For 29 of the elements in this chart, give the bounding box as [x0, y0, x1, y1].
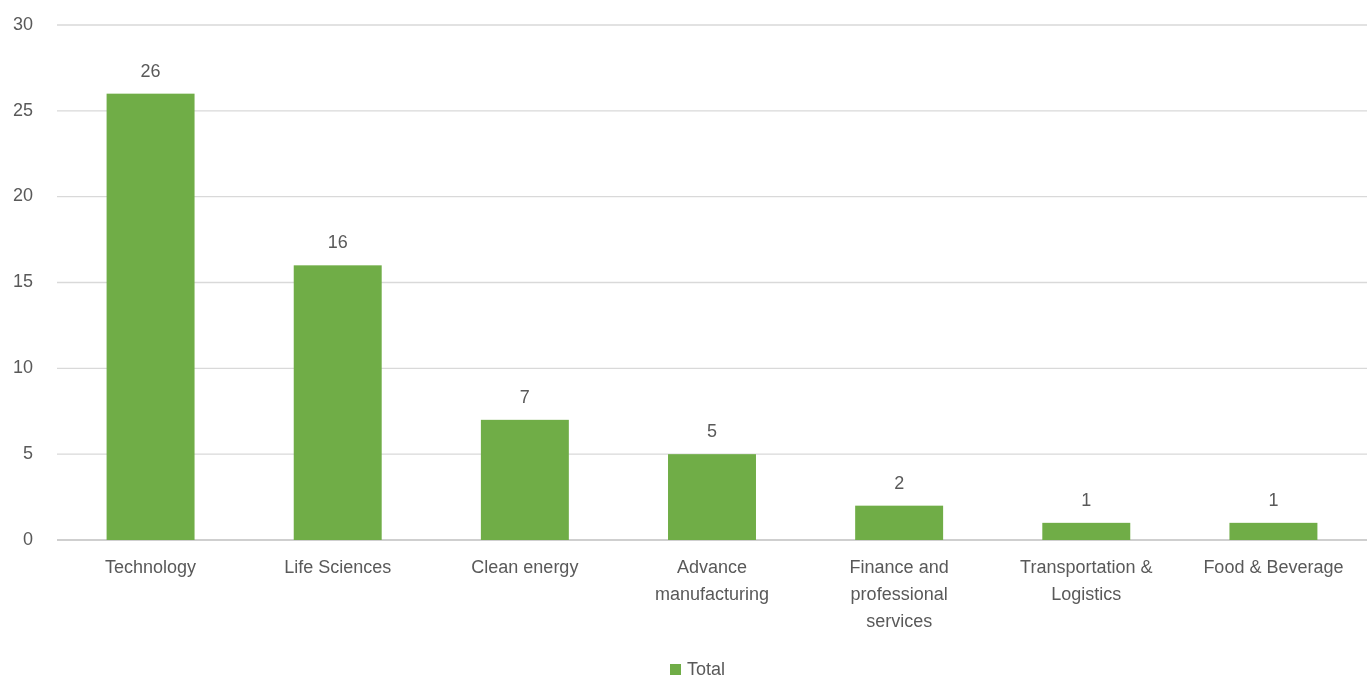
data-label: 2 [894, 472, 905, 493]
x-tick-label: Transportation & Logistics [1020, 557, 1153, 604]
bar [1229, 522, 1318, 540]
data-label: 5 [706, 421, 718, 442]
y-tick-label: 15 [12, 271, 33, 292]
bar [480, 419, 569, 540]
x-tick-label: Clean energy [471, 557, 579, 577]
y-tick-label: 0 [22, 528, 33, 549]
y-tick-label: 5 [22, 442, 33, 463]
data-label: 7 [519, 386, 530, 407]
bar [106, 93, 195, 540]
y-tick-label: 30 [12, 13, 33, 34]
data-label: 16 [327, 232, 348, 253]
y-tick-label: 10 [12, 357, 33, 378]
x-tick-label: Advance manufacturing [654, 557, 770, 604]
x-tick-label: Life Sciences [284, 557, 392, 577]
bar [855, 505, 944, 540]
y-tick-label: 25 [12, 99, 33, 120]
x-tick-label: Finance and professional services [849, 557, 949, 631]
bar [293, 265, 382, 540]
data-label: 1 [1081, 489, 1092, 510]
legend-label: Total [687, 659, 726, 678]
bar [1042, 522, 1131, 540]
x-tick-label: Technology [105, 557, 197, 577]
data-label: 1 [1268, 489, 1279, 510]
y-tick-label: 20 [12, 185, 33, 206]
bar [668, 454, 756, 540]
x-tick-label: Food & Beverage [1203, 557, 1344, 577]
data-label: 26 [140, 60, 161, 81]
